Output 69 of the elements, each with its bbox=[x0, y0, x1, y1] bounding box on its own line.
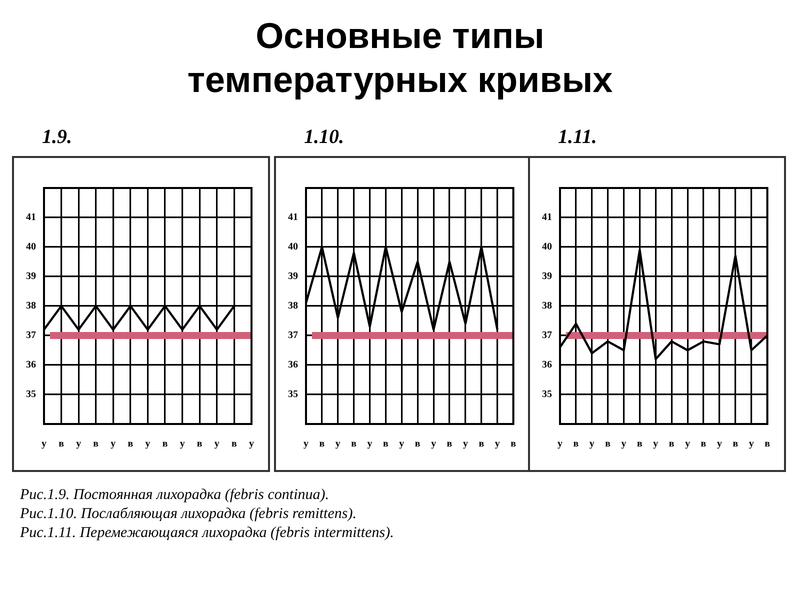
y-tick-label: 38 bbox=[542, 300, 552, 312]
x-tick-label: у bbox=[399, 438, 404, 450]
x-tick-label: в bbox=[700, 438, 707, 450]
y-tick-label: 37 bbox=[26, 330, 36, 342]
text: Рис.1.9. Постоянная лихорадка (febris continua). bbox=[20, 486, 330, 505]
x-tick-label: у bbox=[335, 438, 340, 450]
x-tick-label: в bbox=[128, 438, 134, 450]
y-tick-label: 40 bbox=[26, 242, 36, 253]
text: Основные типы температурных кривых bbox=[186, 14, 614, 102]
x-tick-label: в bbox=[351, 438, 358, 450]
x-tick-label: в bbox=[93, 438, 100, 450]
x-tick-label: у bbox=[367, 438, 372, 450]
x-tick-label: у bbox=[42, 438, 46, 450]
x-tick-label: в bbox=[668, 438, 675, 450]
x-tick-label: у bbox=[748, 438, 754, 450]
y-tick-label: 40 bbox=[542, 242, 552, 253]
y-tick-label: 39 bbox=[542, 271, 552, 282]
x-tick-label: у bbox=[431, 438, 436, 450]
y-tick-label: 35 bbox=[26, 389, 36, 400]
x-tick-label: в bbox=[446, 438, 453, 450]
x-tick-label: у bbox=[558, 438, 562, 450]
x-tick-label: у bbox=[716, 438, 722, 450]
y-tick-label: 38 bbox=[288, 300, 298, 312]
x-tick-label: в bbox=[732, 438, 739, 450]
x-tick-label: в bbox=[478, 438, 485, 450]
x-tick-label: у bbox=[214, 438, 220, 450]
x-tick-label: в bbox=[162, 438, 168, 450]
y-tick-label: 36 bbox=[26, 360, 36, 371]
x-tick-label: у bbox=[494, 438, 500, 450]
x-tick-label: в bbox=[764, 438, 771, 450]
text: Рис.1.11. Перемежающаяся лихорадка (febris intermittens). bbox=[20, 524, 394, 543]
x-tick-label: в bbox=[510, 438, 517, 450]
x-tick-label: у bbox=[653, 438, 658, 450]
y-tick-label: 38 bbox=[26, 300, 36, 312]
x-tick-label: у bbox=[249, 438, 254, 450]
x-tick-label: у bbox=[180, 438, 185, 450]
y-tick-label: 36 bbox=[542, 360, 552, 371]
x-tick-label: в bbox=[196, 438, 203, 450]
x-tick-label: у bbox=[145, 438, 150, 450]
x-tick-label: в bbox=[58, 438, 65, 450]
y-tick-label: 39 bbox=[288, 271, 298, 282]
y-tick-label: 41 bbox=[542, 212, 552, 224]
x-tick-label: в bbox=[573, 438, 580, 450]
y-tick-label: 36 bbox=[288, 360, 298, 371]
chart-title: 1.10. bbox=[304, 126, 345, 150]
chart-title: 1.9. bbox=[42, 126, 73, 150]
x-tick-label: в bbox=[605, 438, 612, 450]
chart-title: 1.11. bbox=[558, 126, 598, 150]
x-tick-label: в bbox=[414, 438, 421, 450]
x-tick-label: у bbox=[76, 438, 82, 450]
x-tick-label: в bbox=[383, 438, 390, 450]
x-tick-label: у bbox=[621, 438, 626, 450]
x-tick-label: в bbox=[232, 438, 238, 450]
y-tick-label: 40 bbox=[288, 242, 298, 253]
x-tick-label: в bbox=[637, 438, 644, 450]
y-tick-label: 41 bbox=[26, 212, 36, 224]
y-tick-label: 41 bbox=[288, 212, 298, 224]
y-tick-label: 35 bbox=[288, 389, 298, 400]
x-tick-label: в bbox=[319, 438, 326, 450]
x-tick-label: у bbox=[304, 438, 308, 450]
x-tick-label: у bbox=[110, 438, 116, 450]
x-tick-label: у bbox=[462, 438, 468, 450]
text: Рис.1.10. Послабляющая лихорадка (febris remittens). bbox=[20, 505, 358, 524]
y-tick-label: 35 bbox=[542, 389, 552, 400]
x-tick-label: у bbox=[685, 438, 690, 450]
y-tick-label: 37 bbox=[288, 330, 298, 342]
y-tick-label: 37 bbox=[542, 330, 552, 342]
x-tick-label: у bbox=[589, 438, 594, 450]
y-tick-label: 39 bbox=[26, 271, 36, 282]
